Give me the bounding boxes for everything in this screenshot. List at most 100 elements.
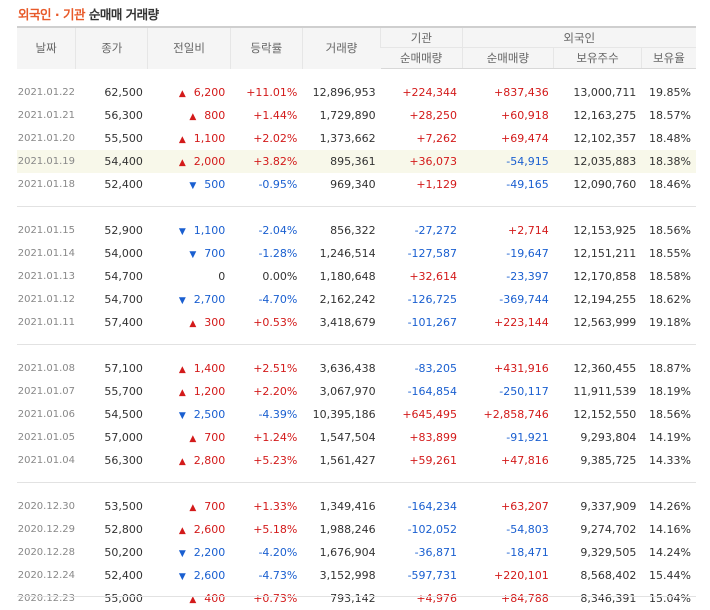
- volume-cell: 1,373,662: [302, 127, 380, 150]
- foreign-ratio-cell: 18.56%: [641, 403, 696, 426]
- up-arrow-icon: ▲: [179, 89, 186, 99]
- rate-cell: +2.51%: [230, 357, 302, 380]
- volume-cell: 1,676,904: [302, 541, 380, 564]
- change-value: 700: [204, 247, 225, 260]
- inst-net-cell: -27,272: [381, 219, 462, 242]
- inst-net-cell: +32,614: [381, 265, 462, 288]
- down-arrow-icon: ▼: [179, 227, 186, 237]
- foreign-net-cell: -23,397: [462, 265, 554, 288]
- date-cell: 2021.01.07: [17, 380, 76, 403]
- change-cell: ▼2,500: [148, 403, 230, 426]
- foreign-ratio-cell: 18.38%: [641, 150, 696, 173]
- date-cell: 2020.12.30: [17, 495, 76, 518]
- header-close: 종가: [76, 27, 148, 69]
- foreign-ratio-cell: 14.24%: [641, 541, 696, 564]
- inst-net-cell: -164,234: [381, 495, 462, 518]
- group-spacer: [17, 483, 696, 496]
- inst-net-cell: +59,261: [381, 449, 462, 472]
- date-cell: 2020.12.24: [17, 564, 76, 587]
- foreign-hold-cell: 8,568,402: [554, 564, 642, 587]
- foreign-net-cell: -19,647: [462, 242, 554, 265]
- close-cell: 52,800: [76, 518, 148, 541]
- inst-net-cell: -164,854: [381, 380, 462, 403]
- foreign-net-cell: +837,436: [462, 81, 554, 104]
- inst-net-cell: +83,899: [381, 426, 462, 449]
- rate-cell: -4.20%: [230, 541, 302, 564]
- foreign-ratio-cell: 19.18%: [641, 311, 696, 334]
- foreign-hold-cell: 12,102,357: [554, 127, 642, 150]
- close-cell: 52,400: [76, 564, 148, 587]
- volume-cell: 1,561,427: [302, 449, 380, 472]
- volume-cell: 1,246,514: [302, 242, 380, 265]
- foreign-hold-cell: 9,293,804: [554, 426, 642, 449]
- date-cell: 2021.01.11: [17, 311, 76, 334]
- volume-cell: 969,340: [302, 173, 380, 196]
- foreign-hold-cell: 12,360,455: [554, 357, 642, 380]
- header-foreign-ratio: 보유율: [641, 48, 696, 69]
- foreign-hold-cell: 9,385,725: [554, 449, 642, 472]
- inst-net-cell: -127,587: [381, 242, 462, 265]
- down-arrow-icon: ▼: [179, 572, 186, 582]
- inst-net-cell: -126,725: [381, 288, 462, 311]
- foreign-hold-cell: 9,337,909: [554, 495, 642, 518]
- inst-net-cell: -101,267: [381, 311, 462, 334]
- foreign-hold-cell: 12,035,883: [554, 150, 642, 173]
- date-cell: 2020.12.28: [17, 541, 76, 564]
- change-value: 400: [204, 592, 225, 605]
- trading-table: 날짜 종가 전일비 등락률 거래량 기관 외국인 순매매량 순매매량 보유주수 …: [17, 26, 696, 610]
- volume-cell: 1,547,504: [302, 426, 380, 449]
- date-cell: 2021.01.14: [17, 242, 76, 265]
- inst-net-cell: +645,495: [381, 403, 462, 426]
- foreign-ratio-cell: 18.58%: [641, 265, 696, 288]
- change-value: 500: [204, 178, 225, 191]
- foreign-hold-cell: 12,170,858: [554, 265, 642, 288]
- close-cell: 57,100: [76, 357, 148, 380]
- close-cell: 52,900: [76, 219, 148, 242]
- foreign-net-cell: -250,117: [462, 380, 554, 403]
- header-volume: 거래량: [302, 27, 380, 69]
- change-value: 1,200: [194, 385, 226, 398]
- date-cell: 2021.01.08: [17, 357, 76, 380]
- volume-cell: 1,180,648: [302, 265, 380, 288]
- volume-cell: 1,349,416: [302, 495, 380, 518]
- foreign-ratio-cell: 19.85%: [641, 81, 696, 104]
- change-cell: ▲1,200: [148, 380, 230, 403]
- foreign-ratio-cell: 14.33%: [641, 449, 696, 472]
- close-cell: 57,400: [76, 311, 148, 334]
- group-spacer: [17, 69, 696, 82]
- foreign-ratio-cell: 18.48%: [641, 127, 696, 150]
- rate-cell: -1.28%: [230, 242, 302, 265]
- foreign-hold-cell: 13,000,711: [554, 81, 642, 104]
- foreign-ratio-cell: 14.16%: [641, 518, 696, 541]
- change-value: 800: [204, 109, 225, 122]
- close-cell: 56,300: [76, 449, 148, 472]
- change-value: 700: [204, 431, 225, 444]
- change-cell: ▲700: [148, 495, 230, 518]
- inst-net-cell: -597,731: [381, 564, 462, 587]
- rate-cell: 0.00%: [230, 265, 302, 288]
- volume-cell: 3,636,438: [302, 357, 380, 380]
- change-value: 2,000: [194, 155, 226, 168]
- foreign-ratio-cell: 18.56%: [641, 219, 696, 242]
- change-value: 1,100: [194, 224, 226, 237]
- foreign-net-cell: +2,714: [462, 219, 554, 242]
- rate-cell: -0.95%: [230, 173, 302, 196]
- change-cell: ▲400: [148, 587, 230, 610]
- date-cell: 2021.01.06: [17, 403, 76, 426]
- foreign-net-cell: +2,858,746: [462, 403, 554, 426]
- date-cell: 2021.01.22: [17, 81, 76, 104]
- title-accent: 외국인 · 기관: [18, 7, 85, 22]
- foreign-net-cell: +223,144: [462, 311, 554, 334]
- close-cell: 55,000: [76, 587, 148, 610]
- change-cell: 0: [148, 265, 230, 288]
- volume-cell: 12,896,953: [302, 81, 380, 104]
- change-cell: ▲2,600: [148, 518, 230, 541]
- foreign-hold-cell: 12,153,925: [554, 219, 642, 242]
